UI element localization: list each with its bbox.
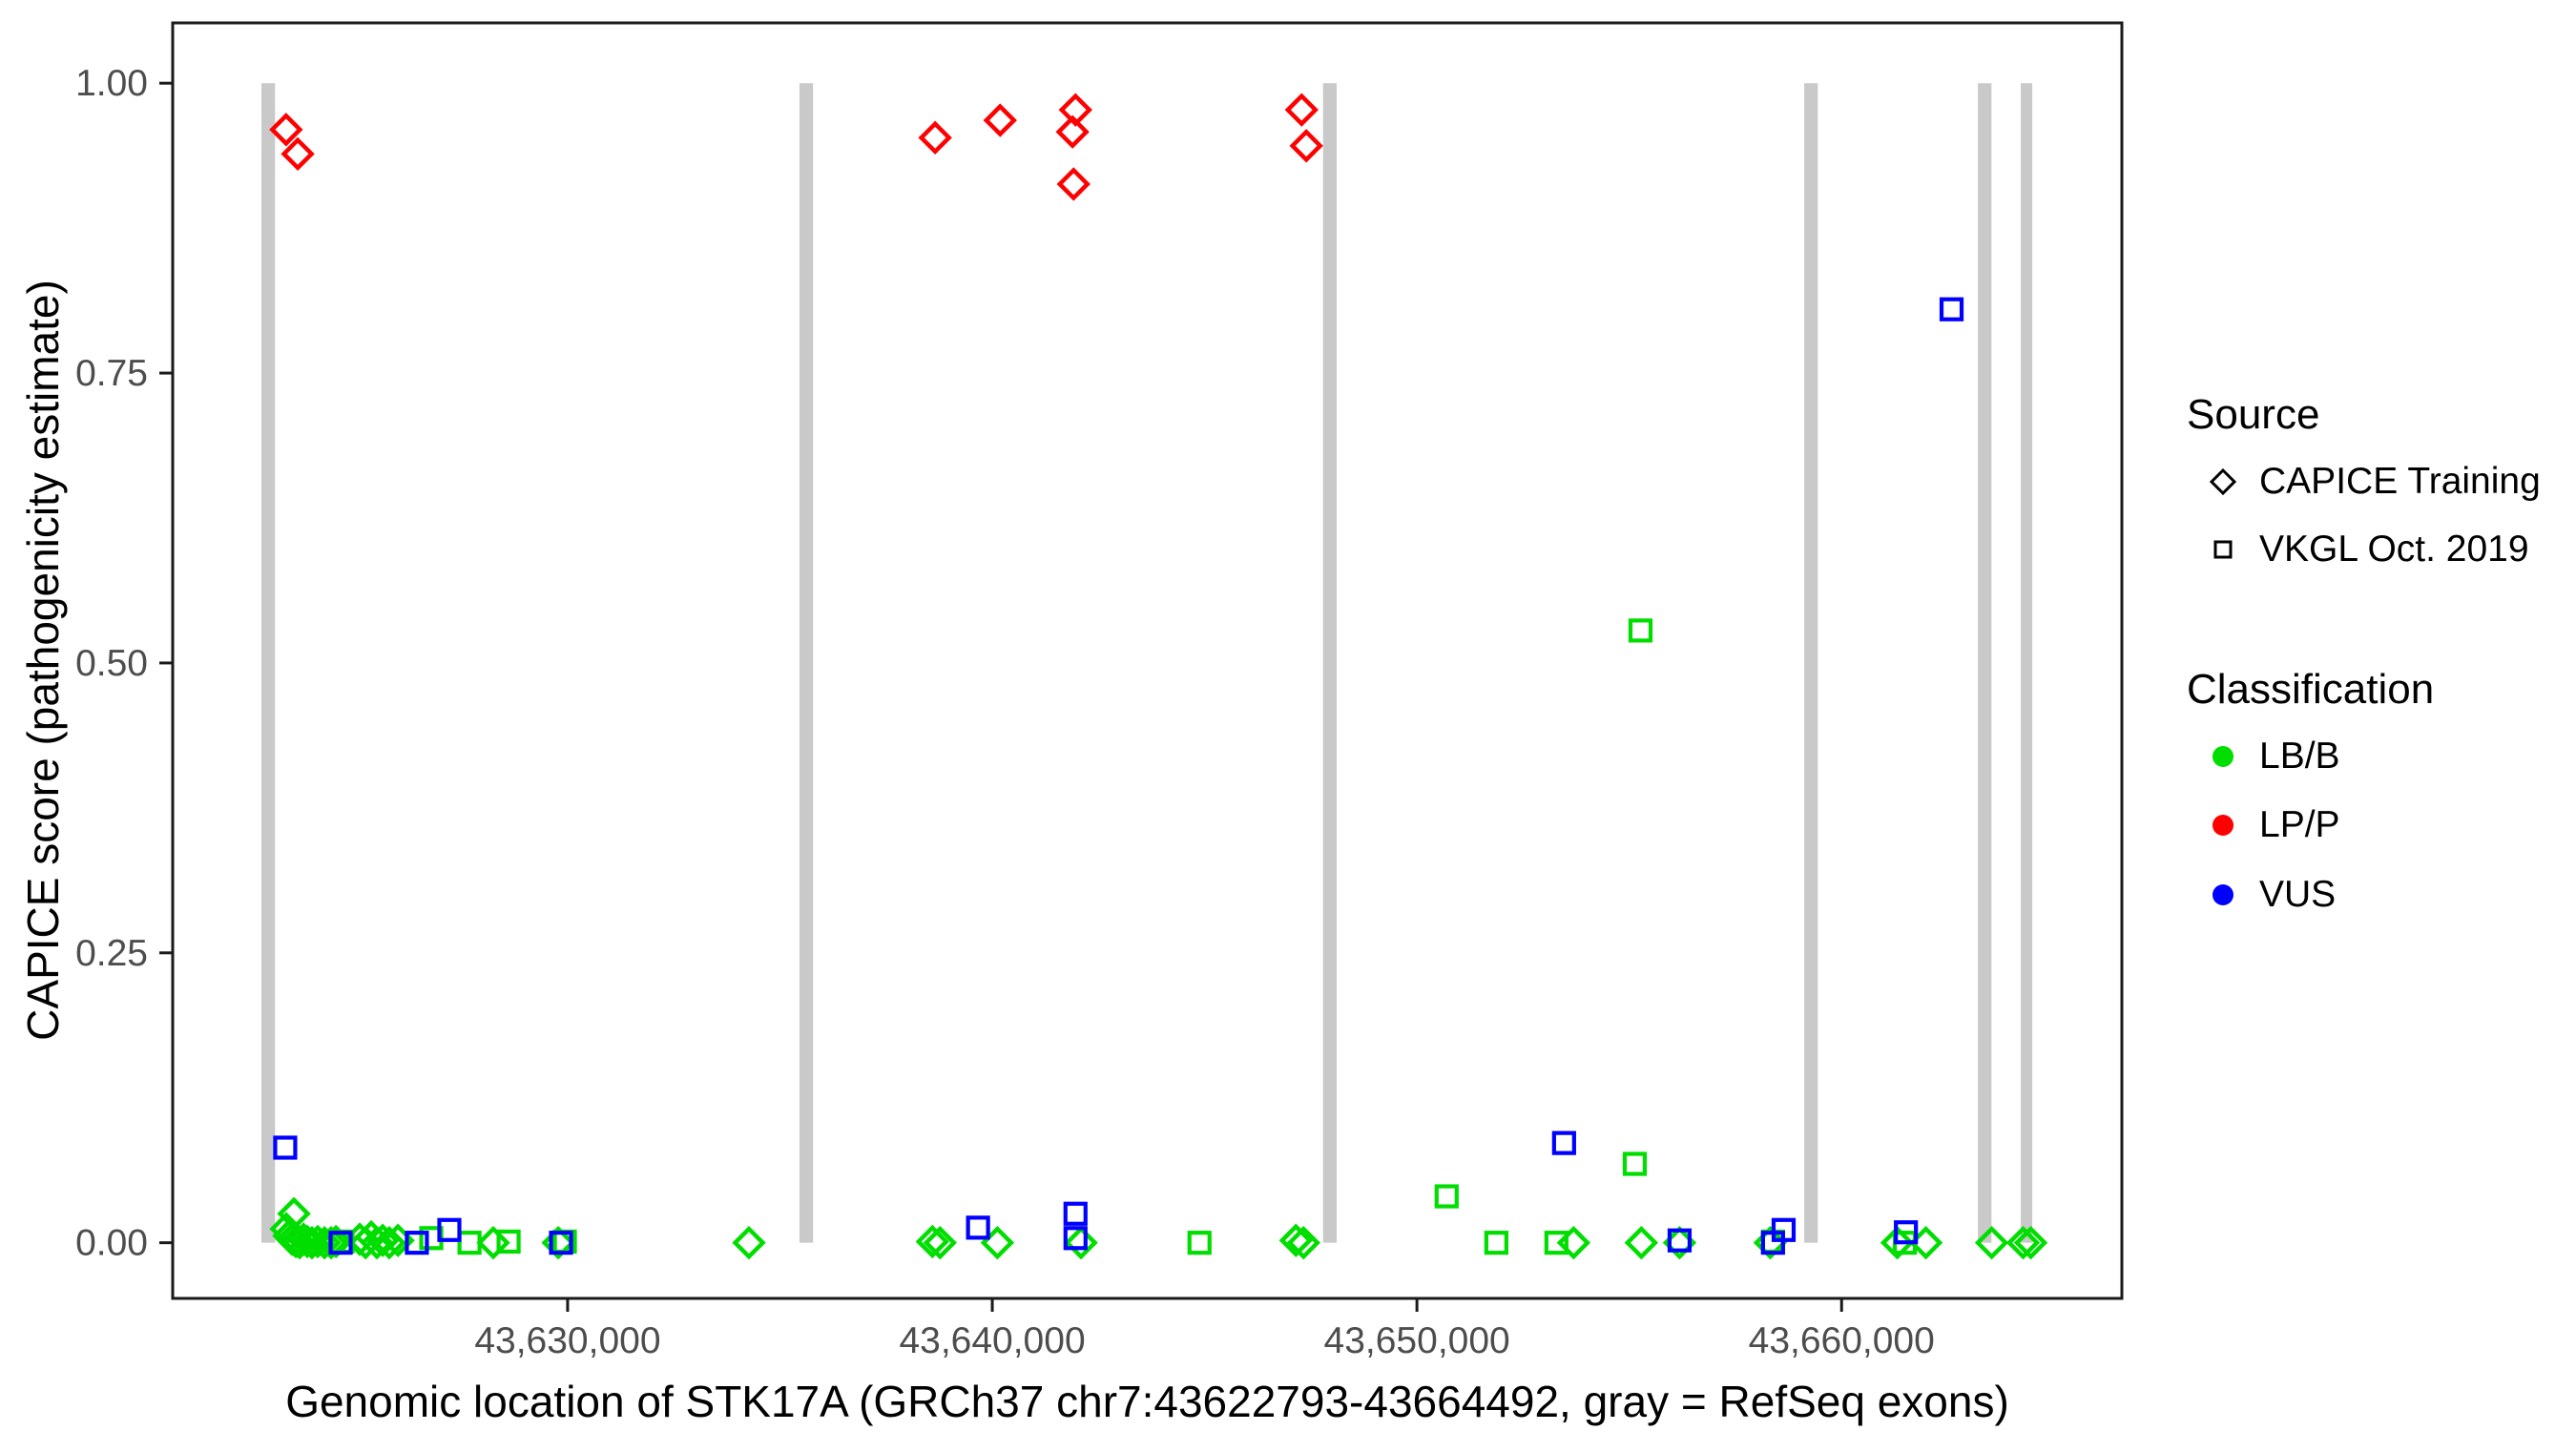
- legend-source: Source: [2187, 391, 2319, 439]
- red-dot-icon: [2202, 804, 2244, 846]
- legend-item-lbb: LB/B: [2202, 734, 2340, 779]
- square-marker-icon: [2202, 529, 2244, 570]
- legend-source-title: Source: [2187, 391, 2320, 438]
- data-point-square: [1551, 1130, 1576, 1155]
- data-point-diamond: [923, 1225, 957, 1260]
- data-point-square: [1628, 618, 1653, 643]
- data-point-diamond: [365, 1223, 400, 1257]
- refseq-exon-bar: [799, 83, 814, 1243]
- data-point-square: [1484, 1231, 1508, 1255]
- data-point-diamond: [1056, 167, 1091, 201]
- data-point-square: [496, 1229, 521, 1255]
- data-point-diamond: [732, 1225, 766, 1260]
- legend-item-vkgl: VKGL Oct. 2019: [2202, 527, 2529, 572]
- plot-panel-border: [171, 21, 2124, 1300]
- y-tick-label: 1.00: [75, 63, 148, 104]
- data-point-square: [1434, 1184, 1459, 1209]
- legend-item-label: CAPICE Training: [2259, 461, 2541, 502]
- legend-item-label: VUS: [2259, 874, 2337, 915]
- data-point-square: [549, 1231, 573, 1255]
- refseq-exon-bar: [1322, 83, 1338, 1243]
- data-point-diamond: [2005, 1225, 2041, 1260]
- data-point-square: [1544, 1231, 1568, 1255]
- data-point-diamond: [1286, 1225, 1320, 1260]
- data-point-diamond: [372, 1225, 406, 1260]
- legend-item-label: LB/B: [2259, 736, 2340, 777]
- diamond-marker-icon: [2202, 461, 2244, 503]
- y-tick-label: 0.75: [75, 353, 148, 394]
- legend-item-lpp: LP/P: [2202, 802, 2340, 848]
- data-point-diamond: [314, 1225, 348, 1260]
- legend-item-label: VKGL Oct. 2019: [2259, 529, 2529, 570]
- data-point-square: [1939, 297, 1964, 321]
- legend-item-capice-training: CAPICE Training: [2202, 459, 2541, 505]
- blue-dot-icon: [2202, 874, 2244, 916]
- data-point-diamond: [1974, 1225, 2009, 1260]
- green-dot-icon: [2202, 736, 2244, 778]
- x-axis-title: Genomic location of STK17A (GRCh37 chr7:…: [285, 1377, 2009, 1426]
- data-point-square: [273, 1135, 298, 1160]
- data-point-square: [328, 1231, 353, 1255]
- data-point-diamond: [1064, 1225, 1098, 1260]
- data-point-diamond: [1284, 93, 1319, 127]
- data-point-square: [1667, 1228, 1693, 1253]
- data-point-square: [457, 1231, 482, 1255]
- refseq-exon-bar: [1804, 83, 1818, 1243]
- data-point-square: [437, 1217, 462, 1242]
- x-tick-label: 43,640,000: [899, 1320, 1085, 1361]
- data-point-diamond: [1055, 114, 1090, 149]
- refseq-exon-bar: [2021, 83, 2033, 1243]
- y-tick-label: 0.50: [75, 643, 148, 684]
- data-point-square: [1771, 1217, 1797, 1242]
- data-point-diamond: [2013, 1225, 2048, 1260]
- legend-classification-title: Classification: [2187, 666, 2435, 713]
- data-point-diamond: [1556, 1225, 1591, 1260]
- x-tick-label: 43,650,000: [1324, 1320, 1510, 1361]
- legend-item-vus: VUS: [2202, 872, 2336, 918]
- data-point-diamond: [280, 136, 315, 172]
- data-point-square: [405, 1231, 429, 1255]
- data-point-diamond: [476, 1225, 510, 1260]
- x-tick-label: 43,630,000: [474, 1320, 660, 1361]
- data-point-diamond: [1278, 1223, 1313, 1257]
- data-point-diamond: [1624, 1225, 1659, 1260]
- x-tick-label: 43,660,000: [1749, 1320, 1935, 1361]
- refseq-exon-bar: [1978, 83, 1992, 1243]
- data-point-diamond: [918, 120, 952, 156]
- data-point-square: [1063, 1201, 1088, 1226]
- data-point-diamond: [983, 103, 1017, 137]
- data-point-square: [1622, 1151, 1648, 1176]
- data-point-diamond: [915, 1224, 949, 1259]
- y-tick-label: 0.00: [75, 1223, 148, 1264]
- data-point-square: [1187, 1231, 1212, 1255]
- refseq-exon-bar: [261, 83, 276, 1243]
- y-axis-title: CAPICE score (pathogenicity estimate): [18, 280, 68, 1041]
- y-tick-label: 0.25: [75, 933, 148, 974]
- data-point-diamond: [1880, 1225, 1915, 1260]
- data-point-diamond: [1289, 129, 1323, 163]
- data-point-square: [1063, 1226, 1088, 1251]
- data-point-square: [1894, 1220, 1919, 1245]
- legend-classification: Classification: [2187, 666, 2434, 714]
- legend-item-label: LP/P: [2259, 804, 2340, 845]
- data-point-diamond: [269, 113, 303, 147]
- data-point-square: [966, 1215, 990, 1240]
